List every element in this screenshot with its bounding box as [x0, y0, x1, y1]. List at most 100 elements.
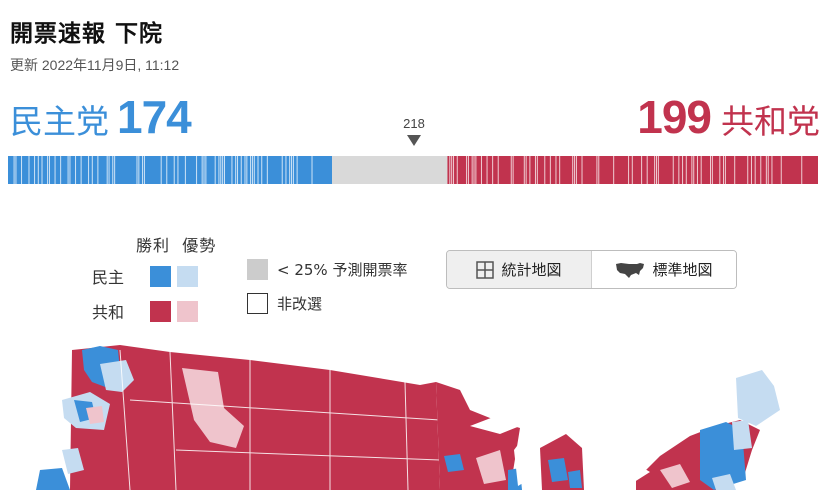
seat-divider [106, 156, 108, 184]
seat-divider [251, 156, 253, 184]
seat-divider [747, 156, 749, 184]
map-region-wa-lead [100, 360, 134, 392]
seat-divider [723, 156, 725, 184]
seat-divider [685, 156, 687, 184]
seat-divider [15, 156, 17, 184]
seat-divider [253, 156, 255, 184]
seat-divider [34, 156, 36, 184]
results-map [0, 330, 840, 490]
majority-label: 218 [403, 116, 425, 131]
map-region-maine-lead [736, 370, 780, 426]
seat-divider [780, 156, 782, 184]
seat-divider [473, 156, 475, 184]
grid-icon [476, 260, 495, 279]
seat-divider [142, 156, 144, 184]
seat-divider [289, 156, 291, 184]
seat-divider [572, 156, 574, 184]
majority-marker: 218 [396, 116, 432, 146]
legend-dem-label: 民主 [92, 268, 125, 287]
seat-divider [67, 156, 69, 184]
seat-divider [771, 156, 773, 184]
rep-seat-number: 199 [637, 91, 712, 143]
no-change-label: 非改選 [277, 295, 323, 313]
seat-divider [453, 156, 455, 184]
seat-divider [700, 156, 702, 184]
legend-no-change: 非改選 [247, 293, 322, 314]
low-report-swatch [247, 259, 268, 280]
seat-divider [224, 156, 225, 184]
map-region-ca-blue [36, 468, 70, 490]
seat-divider [28, 156, 30, 184]
seat-divider [581, 156, 583, 184]
stat-map-label: 統計地図 [501, 261, 562, 279]
std-map-label: 標準地図 [652, 261, 713, 279]
seat-divider [218, 156, 220, 184]
map-region-wi-lead [476, 450, 506, 484]
seat-divider [266, 156, 268, 184]
seat-divider [292, 156, 294, 184]
seat-divider [237, 156, 239, 184]
seat-divider [544, 156, 546, 184]
seat-divider [641, 156, 643, 184]
stat-map-button[interactable]: 統計地図 [447, 251, 592, 288]
seat-divider [281, 156, 283, 184]
seat-divider [678, 156, 680, 184]
seat-divider [196, 156, 198, 184]
seat-divider [510, 156, 512, 184]
seat-divider [492, 156, 494, 184]
seat-divider [75, 156, 77, 184]
seat-divider [451, 156, 453, 184]
majority-arrow-icon [407, 135, 421, 146]
dem-seat-block [8, 156, 332, 184]
map-region-midwest [436, 382, 520, 490]
seat-divider [467, 156, 469, 184]
map-region-or-red-lead [86, 406, 104, 424]
dem-seat-count: 民主党 174 [10, 90, 192, 144]
map-region-nh-lead [732, 420, 752, 450]
seat-divider [291, 156, 293, 184]
seat-divider [765, 156, 767, 184]
no-change-swatch [247, 293, 268, 314]
legend-row-dem: 民主 [92, 264, 204, 288]
seat-divider [160, 156, 162, 184]
seat-divider [529, 156, 531, 184]
seat-divider [449, 156, 451, 184]
seat-divider [173, 156, 175, 184]
seat-divider [475, 156, 477, 184]
dem-seat-number: 174 [117, 91, 192, 143]
map-region-nj-lead [712, 474, 736, 490]
seat-divider [719, 156, 721, 184]
dem-lead-swatch [177, 265, 198, 287]
seat-divider [734, 156, 736, 184]
seat-divider [222, 156, 224, 184]
seat-divider [466, 156, 468, 184]
dem-party-label: 民主党 [10, 102, 109, 141]
map-type-toggle: 統計地図 標準地図 [446, 250, 737, 289]
seat-divider [166, 156, 168, 184]
state-borders [119, 349, 441, 490]
seat-divider [480, 156, 482, 184]
seat-divider [598, 156, 600, 184]
seat-divider [257, 156, 259, 184]
std-map-button[interactable]: 標準地図 [592, 251, 736, 288]
seat-divider [525, 156, 527, 184]
seat-divider [574, 156, 576, 184]
rep-party-label: 共和党 [721, 102, 820, 141]
seat-divider [231, 156, 233, 184]
seat-divider [682, 156, 684, 184]
legend-header: 勝利 優勢 [136, 232, 216, 256]
seat-divider [203, 156, 205, 184]
seat-divider [47, 156, 49, 184]
seat-divider [220, 156, 222, 184]
legend-col-won: 勝利 [136, 236, 171, 255]
legend-rep-label: 共和 [92, 303, 125, 322]
seat-divider [261, 156, 263, 184]
us-house-map [36, 345, 780, 490]
update-timestamp: 更新 2022年11月9日, 11:12 [10, 57, 180, 73]
seat-divider [559, 156, 561, 184]
map-region-mi-blue [548, 458, 568, 482]
seat-divider [250, 156, 252, 184]
seat-divider [613, 156, 615, 184]
seat-divider [801, 156, 803, 184]
seat-divider [246, 156, 248, 184]
